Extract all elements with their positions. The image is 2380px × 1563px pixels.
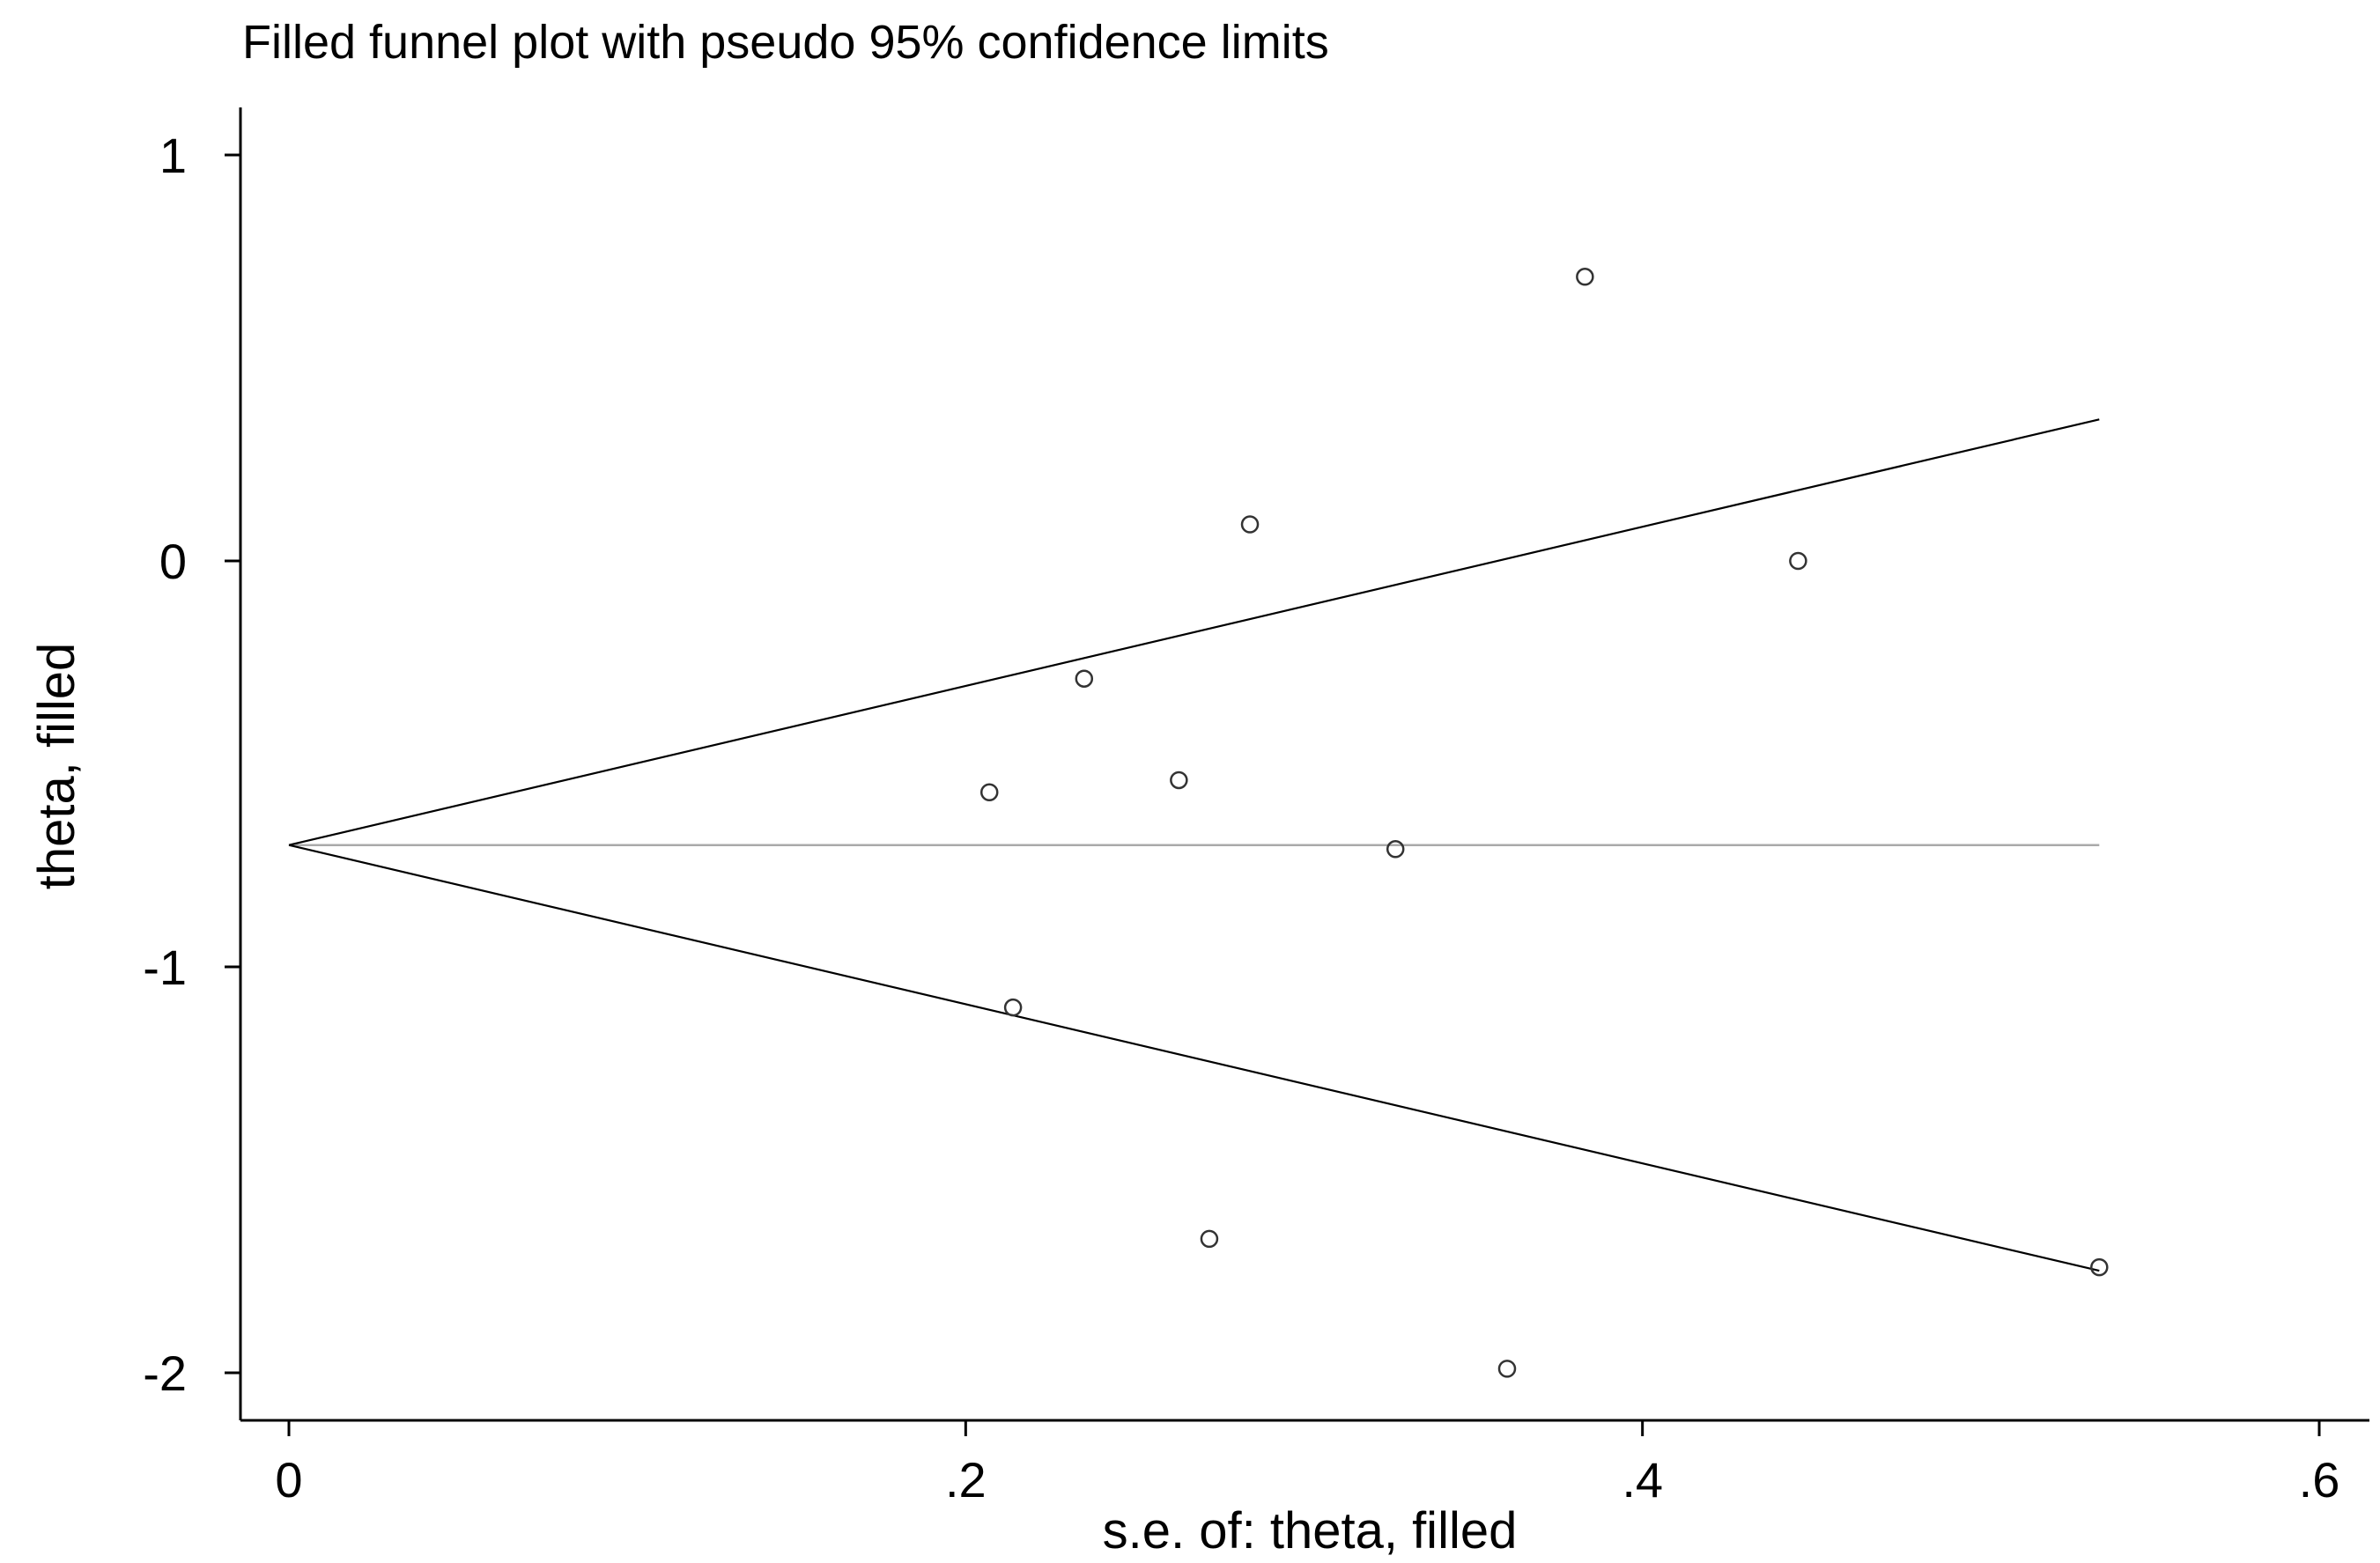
y-tick-label: -2 — [143, 1346, 187, 1401]
y-axis-label: theta, filled — [28, 643, 85, 890]
data-points — [979, 268, 2109, 1378]
data-point — [1789, 551, 1807, 571]
y-axis: -2 -1 0 1 — [143, 107, 242, 1420]
data-point — [1075, 669, 1094, 688]
data-point — [1497, 1360, 1517, 1378]
data-point — [1386, 840, 1405, 859]
x-tick-label: .6 — [2299, 1452, 2340, 1508]
y-tick-label: 1 — [159, 128, 187, 183]
data-point — [2090, 1257, 2109, 1277]
x-tick-label: .4 — [1622, 1452, 1663, 1508]
x-axis: 0 .2 .4 .6 — [240, 1419, 2369, 1508]
lower-confidence-limit-line — [288, 844, 2100, 1272]
upper-confidence-limit-line — [288, 418, 2100, 846]
x-axis-label: s.e. of: theta, filled — [1103, 1502, 1518, 1559]
x-tick-label: .2 — [945, 1452, 987, 1508]
chart-title: Filled funnel plot with pseudo 95% confi… — [242, 16, 1329, 69]
y-tick-label: 0 — [159, 534, 187, 589]
data-point — [1576, 268, 1594, 286]
x-tick-label: 0 — [275, 1452, 302, 1508]
data-point — [1170, 770, 1188, 790]
funnel-lines — [288, 418, 2100, 1272]
y-tick-label: -1 — [143, 940, 187, 995]
data-point — [1240, 515, 1260, 534]
data-point — [1003, 998, 1023, 1017]
data-point — [979, 783, 999, 802]
data-point — [1200, 1229, 1219, 1249]
